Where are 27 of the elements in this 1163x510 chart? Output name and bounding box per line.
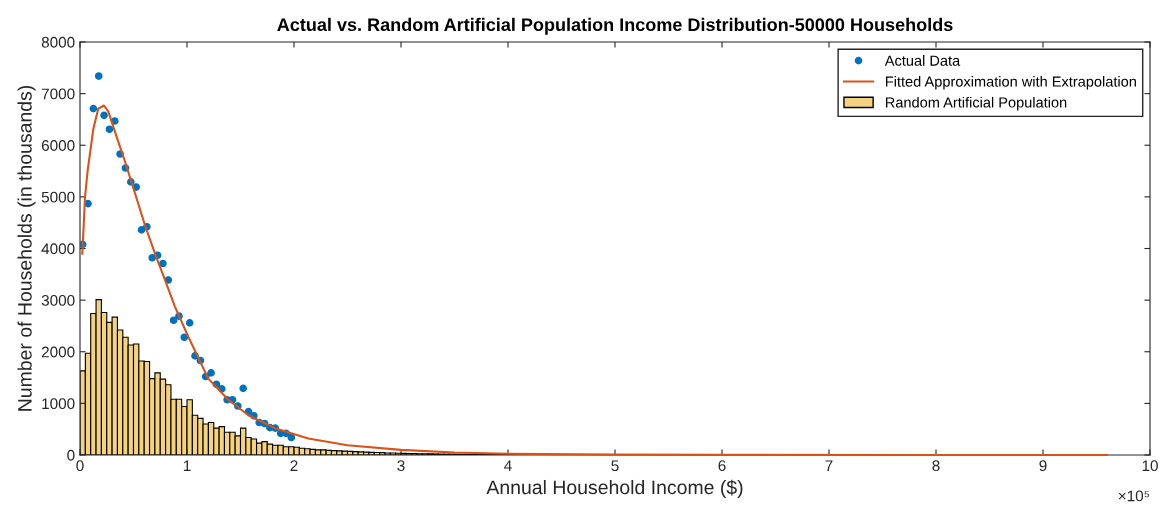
x-axis-title: Annual Household Income ($) xyxy=(486,479,743,499)
y-tick-label: 5000 xyxy=(41,191,75,203)
y-axis-title: Number of Households (in thousands) xyxy=(17,85,36,411)
y-tick-label: 8000 xyxy=(41,36,75,48)
x-tick-label: 9 xyxy=(1039,460,1047,472)
y-tick-label: 4000 xyxy=(41,243,75,255)
legend-label: Random Artificial Population xyxy=(885,96,1067,111)
x-tick-label: 6 xyxy=(718,460,726,472)
x-tick-label: 0 xyxy=(76,460,84,472)
x-tick-label: 7 xyxy=(825,460,833,471)
y-tick-label: 6000 xyxy=(41,140,75,151)
x-tick-label: 8 xyxy=(932,460,940,472)
x-tick-label: 1 xyxy=(183,460,191,471)
legend-label: Fitted Approximation with Extrapolation xyxy=(885,76,1136,90)
text: ×10⁵ xyxy=(1118,490,1150,502)
x-tick-label: 4 xyxy=(504,460,512,471)
y-tick-label: 1000 xyxy=(42,398,75,410)
y-tick-label: 2000 xyxy=(41,346,75,358)
x-tick-label: 10 xyxy=(1142,460,1158,472)
legend-label: Actual Data xyxy=(884,55,961,66)
x-tick-label: 5 xyxy=(611,460,619,472)
y-tick-label: 0 xyxy=(67,449,75,461)
x-tick-label: 3 xyxy=(397,460,405,472)
x-tick-label: 2 xyxy=(290,460,298,471)
y-tick-label: 3000 xyxy=(41,294,75,306)
y-tick-label: 7000 xyxy=(41,88,75,100)
chart-title: Actual vs. Random Artificial Population Income Distribution-50000 Households xyxy=(277,17,953,35)
